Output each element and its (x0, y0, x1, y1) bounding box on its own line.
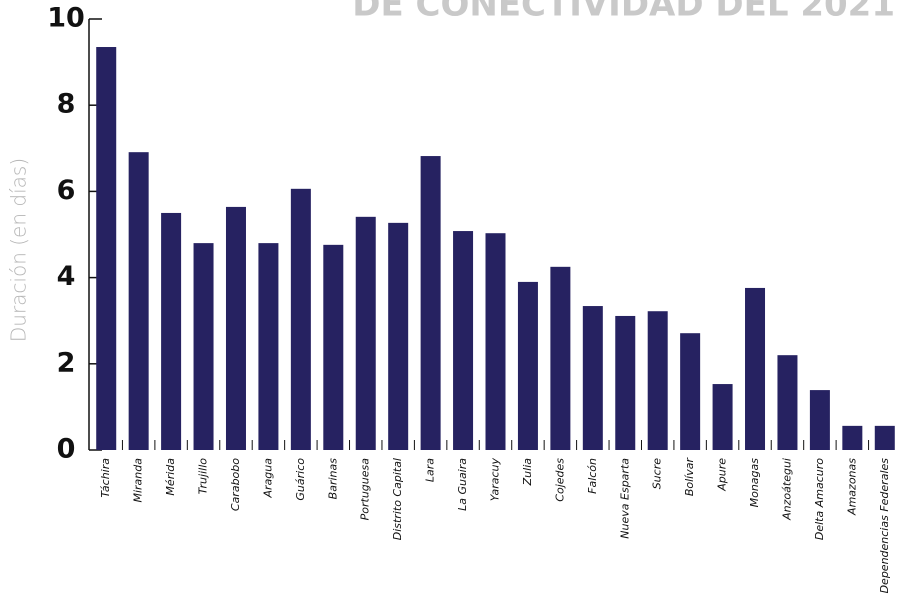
bar (225, 206, 246, 450)
bar (809, 390, 830, 450)
bar (517, 281, 538, 450)
bar (420, 156, 441, 451)
bar (550, 266, 571, 450)
bar (290, 188, 311, 450)
x-tick-label: Trujillo (197, 458, 210, 495)
x-tick-label: Distrito Capital (391, 458, 404, 540)
x-tick-label: Falcón (586, 458, 599, 494)
y-tick-label: 8 (57, 89, 76, 120)
bar (96, 47, 117, 450)
x-tick-label: Táchira (99, 458, 112, 498)
x-tick-label: Guárico (294, 458, 307, 501)
bar (161, 212, 182, 450)
bar (582, 306, 603, 450)
x-tick-label: Aragua (261, 458, 274, 499)
bar (193, 243, 214, 450)
bar (712, 384, 733, 450)
bar (128, 152, 149, 450)
bar (615, 315, 636, 450)
chart-title: DE CONECTIVIDAD DEL 2021 (352, 0, 895, 25)
x-tick-label: Nueva Esparta (618, 458, 631, 539)
x-tick-label: Miranda (132, 458, 145, 503)
x-tick-label: Apure (716, 458, 729, 492)
bar (323, 244, 344, 450)
x-tick-label: Zulia (521, 458, 534, 487)
bar (485, 233, 506, 450)
x-tick-label: Amazonas (845, 458, 858, 516)
bar (777, 355, 798, 450)
x-tick-label: Sucre (651, 458, 664, 490)
x-tick-label: Barinas (326, 458, 339, 500)
x-tick-label: Anzoátegui (780, 458, 793, 521)
x-tick-label: Carabobo (229, 458, 242, 511)
x-tick-label: Yaracuy (489, 458, 502, 502)
y-tick-label: 2 (57, 347, 76, 378)
bar (258, 243, 279, 450)
x-tick-label: Mérida (164, 458, 177, 496)
bar (453, 231, 474, 450)
x-tick-label: Dependencias Federales (878, 458, 891, 594)
x-tick-label: Portuguesa (359, 458, 372, 521)
y-axis-label: Duración (en días) (7, 158, 31, 342)
bar (388, 222, 409, 450)
x-tick-label: Monagas (748, 458, 761, 508)
y-tick-label: 10 (47, 3, 85, 34)
bar (355, 216, 376, 450)
bar (842, 425, 863, 450)
y-tick-label: 6 (57, 175, 76, 206)
y-tick-label: 4 (57, 261, 76, 292)
x-tick-label: Cojedes (553, 458, 566, 502)
x-tick-label: La Guaira (456, 458, 469, 511)
bar (647, 311, 668, 450)
bar (680, 333, 701, 450)
x-tick-label: Bolívar (683, 457, 696, 497)
bar (874, 425, 895, 450)
x-tick-label: Lara (424, 458, 437, 482)
y-tick-label: 0 (57, 434, 76, 465)
bar (745, 287, 766, 450)
x-tick-label: Delta Amacuro (813, 458, 826, 540)
